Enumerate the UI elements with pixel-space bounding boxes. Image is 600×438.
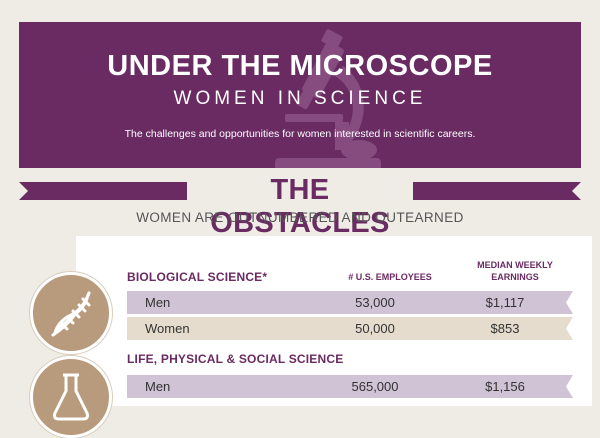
row-employees: 565,000	[351, 379, 399, 394]
column-header-earnings-line1: MEDIAN WEEKLY	[477, 260, 553, 270]
table-row: Men 565,000 $1,156	[127, 375, 573, 398]
row-earnings: $853	[490, 321, 520, 336]
section-title: THE OBSTACLES	[210, 174, 390, 239]
column-header-earnings-line2: EARNINGS	[491, 272, 539, 282]
row-label: Men	[145, 295, 171, 310]
row-label: Men	[145, 379, 171, 394]
column-header-earnings: MEDIAN WEEKLY EARNINGS	[460, 259, 570, 283]
row-label: Women	[145, 321, 190, 336]
table-row: Women 50,000 $853	[127, 317, 573, 340]
page-subtitle: WOMEN IN SCIENCE	[173, 88, 427, 109]
group-heading-biological: BIOLOGICAL SCIENCE*	[127, 270, 268, 284]
row-employees: 53,000	[355, 295, 395, 310]
section-subtitle: WOMEN ARE OUTNUMBERED AND OUTEARNED	[136, 210, 464, 225]
page-title: UNDER THE MICROSCOPE	[107, 50, 493, 82]
microscope-icon	[275, 29, 381, 168]
row-employees: 50,000	[355, 321, 395, 336]
header-banner: UNDER THE MICROSCOPE WOMEN IN SCIENCE Th…	[19, 22, 581, 168]
dna-icon	[30, 272, 112, 354]
ribbon-left	[19, 182, 187, 200]
column-header-employees: # U.S. EMPLOYEES	[348, 272, 432, 282]
ribbon-right	[413, 182, 581, 200]
group-heading-life-physical-social: LIFE, PHYSICAL & SOCIAL SCIENCE	[127, 352, 344, 366]
row-earnings: $1,117	[485, 295, 525, 310]
row-earnings: $1,156	[485, 379, 525, 394]
table-row: Men 53,000 $1,117	[127, 291, 573, 314]
flask-icon	[30, 356, 112, 438]
tagline: The challenges and opportunities for wom…	[124, 128, 476, 140]
